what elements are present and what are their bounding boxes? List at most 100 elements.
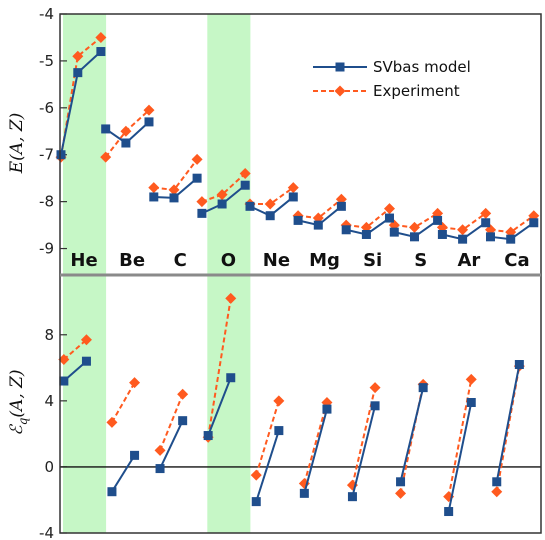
element-label-ne: Ne: [263, 250, 290, 271]
y-tick-label: -5: [39, 52, 54, 70]
element-labels: He Be C O Ne Mg Si S Ar Ca: [70, 250, 529, 271]
y-axis-label: E(A, Z): [7, 113, 27, 175]
data-point: [191, 153, 203, 165]
data-point: [485, 232, 495, 242]
data-point: [384, 213, 394, 223]
data-point: [107, 487, 117, 497]
data-point: [466, 398, 476, 407]
data-point: [121, 138, 131, 148]
series-line-c: [159, 393, 184, 451]
data-point: [177, 388, 189, 400]
data-point: [81, 356, 91, 366]
data-point: [481, 218, 491, 228]
series-experiment: [58, 292, 525, 503]
data-point: [457, 224, 469, 236]
series-model: [59, 356, 524, 517]
data-point: [437, 229, 447, 239]
data-point: [287, 182, 299, 194]
data-point: [169, 193, 179, 203]
data-point: [514, 360, 524, 370]
series-line-be: [111, 454, 136, 493]
y-tick-label: -4: [39, 524, 54, 540]
data-point: [506, 234, 516, 244]
element-label-si: Si: [363, 250, 382, 271]
data-point: [95, 31, 107, 43]
data-point: [408, 221, 420, 233]
data-point: [444, 507, 454, 517]
y-tick-label: -9: [39, 240, 54, 258]
data-point: [155, 464, 165, 474]
data-point: [143, 104, 155, 116]
data-point: [120, 125, 132, 137]
series-line-he: [63, 338, 88, 361]
element-label-ca: Ca: [504, 250, 529, 271]
data-point: [361, 229, 371, 239]
data-point: [216, 189, 228, 201]
data-point: [395, 487, 407, 499]
series-line-mg: [303, 408, 328, 494]
data-point: [196, 196, 208, 208]
data-point: [529, 218, 539, 228]
data-point: [274, 426, 284, 436]
data-point: [149, 192, 159, 202]
data-point: [341, 225, 351, 235]
data-point: [273, 395, 285, 407]
series-model: [56, 47, 539, 244]
element-label-c: C: [174, 250, 187, 271]
data-point: [80, 334, 92, 346]
data-point: [129, 377, 141, 389]
data-point: [178, 416, 188, 426]
data-point: [389, 227, 399, 237]
data-point: [433, 215, 443, 225]
data-point: [251, 497, 261, 507]
series-line-ar: [447, 402, 473, 512]
data-point: [491, 486, 503, 498]
legend: SVbas model Experiment: [313, 58, 471, 100]
data-point: [101, 124, 111, 134]
data-point: [148, 182, 160, 194]
data-point: [73, 68, 83, 78]
series-line-o: [201, 172, 246, 203]
data-point: [106, 416, 118, 428]
series-line-ar: [447, 379, 473, 497]
bottom-panel-excitation: -4 0 4 8 ℰq(A, Z): [7, 292, 541, 540]
data-point: [239, 167, 251, 179]
legend-label: Experiment: [373, 82, 460, 100]
element-label-ar: Ar: [457, 250, 480, 271]
data-point: [56, 150, 66, 160]
data-point: [492, 477, 502, 487]
series-line-be: [111, 382, 136, 423]
series-line-s: [399, 387, 425, 483]
data-point: [299, 488, 309, 498]
series-line-c: [153, 158, 198, 191]
legend-marker: [334, 85, 346, 97]
data-point: [217, 199, 227, 209]
data-point: [336, 201, 346, 211]
data-point: [96, 47, 106, 57]
data-point: [225, 292, 237, 304]
data-point: [265, 211, 275, 221]
data-point: [383, 203, 395, 215]
data-point: [58, 354, 70, 366]
element-label-o: O: [221, 250, 236, 271]
data-point: [72, 50, 84, 62]
data-point: [293, 215, 303, 225]
series-line-mg: [303, 402, 328, 484]
data-point: [313, 220, 323, 230]
element-label-he: He: [70, 250, 97, 271]
series-line-ca: [495, 364, 521, 482]
element-label-mg: Mg: [309, 250, 340, 271]
series-line-c: [159, 420, 184, 470]
y-tick-label: -6: [39, 99, 54, 117]
series-line-ne: [255, 430, 280, 502]
data-point: [168, 184, 180, 196]
data-point: [203, 431, 213, 441]
data-point: [418, 383, 428, 393]
legend-marker: [335, 62, 345, 72]
data-point: [100, 151, 112, 163]
data-point: [240, 180, 250, 190]
series-line-o: [207, 377, 232, 436]
data-point: [465, 373, 477, 385]
data-point: [226, 373, 236, 383]
